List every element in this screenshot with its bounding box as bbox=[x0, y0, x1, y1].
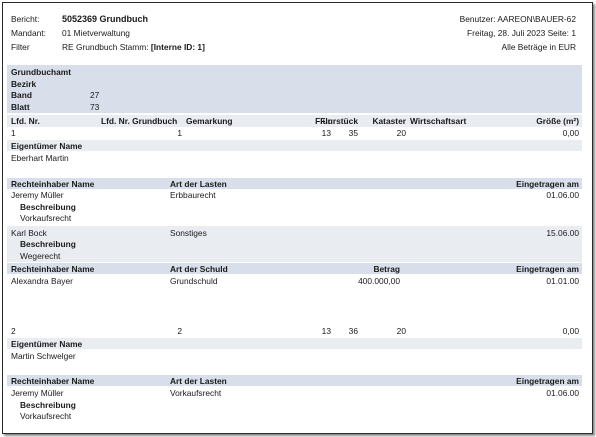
col-lfd-nr: Lfd. Nr. bbox=[11, 116, 40, 126]
date-page-info: Freitag, 28. Juli 2023 Seite: 1 bbox=[467, 28, 576, 38]
blatt-value: 73 bbox=[90, 102, 100, 112]
entry1-lfd-nr: 1 bbox=[11, 128, 16, 138]
last2-art: Sonstiges bbox=[170, 228, 207, 238]
schuld-datum: 01.01.00 bbox=[546, 276, 579, 286]
entry2-kataster: 20 bbox=[396, 326, 406, 336]
last2-beschreibung-label: Beschreibung bbox=[20, 239, 76, 249]
last2-datum: 15.06.00 bbox=[546, 228, 579, 238]
schuld-header-band bbox=[7, 263, 582, 274]
entry2-eigentuemer: Martin Schwelger bbox=[11, 351, 76, 361]
blatt-label: Blatt bbox=[11, 102, 30, 112]
eigentuemer-header-band bbox=[7, 140, 582, 151]
entry2-art-der-lasten-label: Art der Lasten bbox=[170, 376, 227, 386]
filter-label: Filter bbox=[11, 42, 30, 52]
art-der-schuld-label: Art der Schuld bbox=[170, 264, 228, 274]
entry2-groesse: 0,00 bbox=[562, 326, 579, 336]
last1-name: Jeremy Müller bbox=[11, 190, 64, 200]
entry1-flurstueck: 35 bbox=[348, 128, 358, 138]
entry2-eigentuemer-band bbox=[7, 338, 582, 349]
schuld-eingetragen-am-label: Eingetragen am bbox=[516, 264, 579, 274]
entry1-flur: 13 bbox=[321, 128, 331, 138]
filter-value: [Interne ID: 1] bbox=[150, 42, 205, 52]
entry2-last1-datum: 01.06.00 bbox=[546, 388, 579, 398]
last1-datum: 01.06.00 bbox=[546, 190, 579, 200]
grundbuchamt-label: Grundbuchamt bbox=[11, 67, 72, 77]
mandant-value: 01 Mietverwaltung bbox=[62, 28, 130, 38]
bezirk-label: Bezirk bbox=[11, 79, 37, 89]
column-header-band bbox=[7, 115, 582, 127]
entry2-flur: 13 bbox=[321, 326, 331, 336]
filter-prefix: RE Grundbuch Stamm: bbox=[62, 42, 149, 52]
filter-text: RE Grundbuch Stamm: [Interne ID: 1] bbox=[62, 42, 205, 52]
last2-name: Karl Bock bbox=[11, 228, 47, 238]
entry2-last1-beschreibung-label: Beschreibung bbox=[20, 400, 76, 410]
entry2-lasten-header-band bbox=[7, 375, 582, 386]
mandant-label: Mandant: bbox=[11, 28, 46, 38]
last1-beschreibung: Vorkaufsrecht bbox=[20, 213, 72, 223]
col-lfd-nr-grundbuch: Lfd. Nr. Grundbuch bbox=[101, 116, 178, 126]
entry1-lfd-nr-grundbuch: 1 bbox=[177, 128, 182, 138]
grundbuch-band bbox=[7, 65, 582, 113]
report-title: 5052369 Grundbuch bbox=[62, 14, 149, 24]
entry2-last1-art: Vorkaufsrecht bbox=[170, 388, 222, 398]
bericht-label: Bericht: bbox=[11, 14, 40, 24]
entry2-lfd-nr-grundbuch: 2 bbox=[177, 326, 182, 336]
band-value: 27 bbox=[90, 90, 100, 100]
entry1-kataster: 20 bbox=[396, 128, 406, 138]
entry1-eigentuemer: Eberhart Martin bbox=[11, 153, 69, 163]
user-info: Benutzer: AAREON\BAUER-62 bbox=[459, 14, 576, 24]
col-kataster: Kataster bbox=[372, 116, 406, 126]
last1-art: Erbbaurecht bbox=[170, 190, 216, 200]
eigentuemer-label: Eigentümer Name bbox=[11, 141, 83, 151]
entry1-groesse: 0,00 bbox=[562, 128, 579, 138]
col-flur: Flur bbox=[315, 116, 331, 126]
entry2-eigentuemer-label: Eigentümer Name bbox=[11, 339, 83, 349]
currency-info: Alle Beträge in EUR bbox=[501, 42, 576, 52]
last1-beschreibung-label: Beschreibung bbox=[20, 202, 76, 212]
art-der-lasten-label: Art der Lasten bbox=[170, 179, 227, 189]
schuld-name: Alexandra Bayer bbox=[11, 276, 73, 286]
entry2-flurstueck: 36 bbox=[348, 326, 358, 336]
entry2-last1-beschreibung: Vorkaufsrecht bbox=[20, 411, 72, 421]
schuld-rechteinhaber-label: Rechteinhaber Name bbox=[11, 264, 95, 274]
band-label: Band bbox=[11, 90, 32, 100]
betrag-label: Betrag bbox=[373, 264, 400, 274]
entry2-last1-name: Jeremy Müller bbox=[11, 388, 64, 398]
last2-band bbox=[7, 226, 582, 262]
entry2-eingetragen-am-label: Eingetragen am bbox=[516, 376, 579, 386]
schuld-betrag: 400.000,00 bbox=[358, 276, 400, 286]
last2-beschreibung: Wegerecht bbox=[20, 251, 61, 261]
schuld-art: Grundschuld bbox=[170, 276, 218, 286]
col-wirtschaftsart: Wirtschaftsart bbox=[410, 116, 467, 126]
lasten-header-band bbox=[7, 178, 582, 189]
col-groesse: Größe (m²) bbox=[536, 116, 579, 126]
col-flurstueck: Flurstück bbox=[320, 116, 358, 126]
eingetragen-am-label: Eingetragen am bbox=[516, 179, 579, 189]
rechteinhaber-label: Rechteinhaber Name bbox=[11, 179, 95, 189]
entry2-rechteinhaber-label: Rechteinhaber Name bbox=[11, 376, 95, 386]
entry2-lfd-nr: 2 bbox=[11, 326, 16, 336]
col-gemarkung: Gemarkung bbox=[186, 116, 233, 126]
